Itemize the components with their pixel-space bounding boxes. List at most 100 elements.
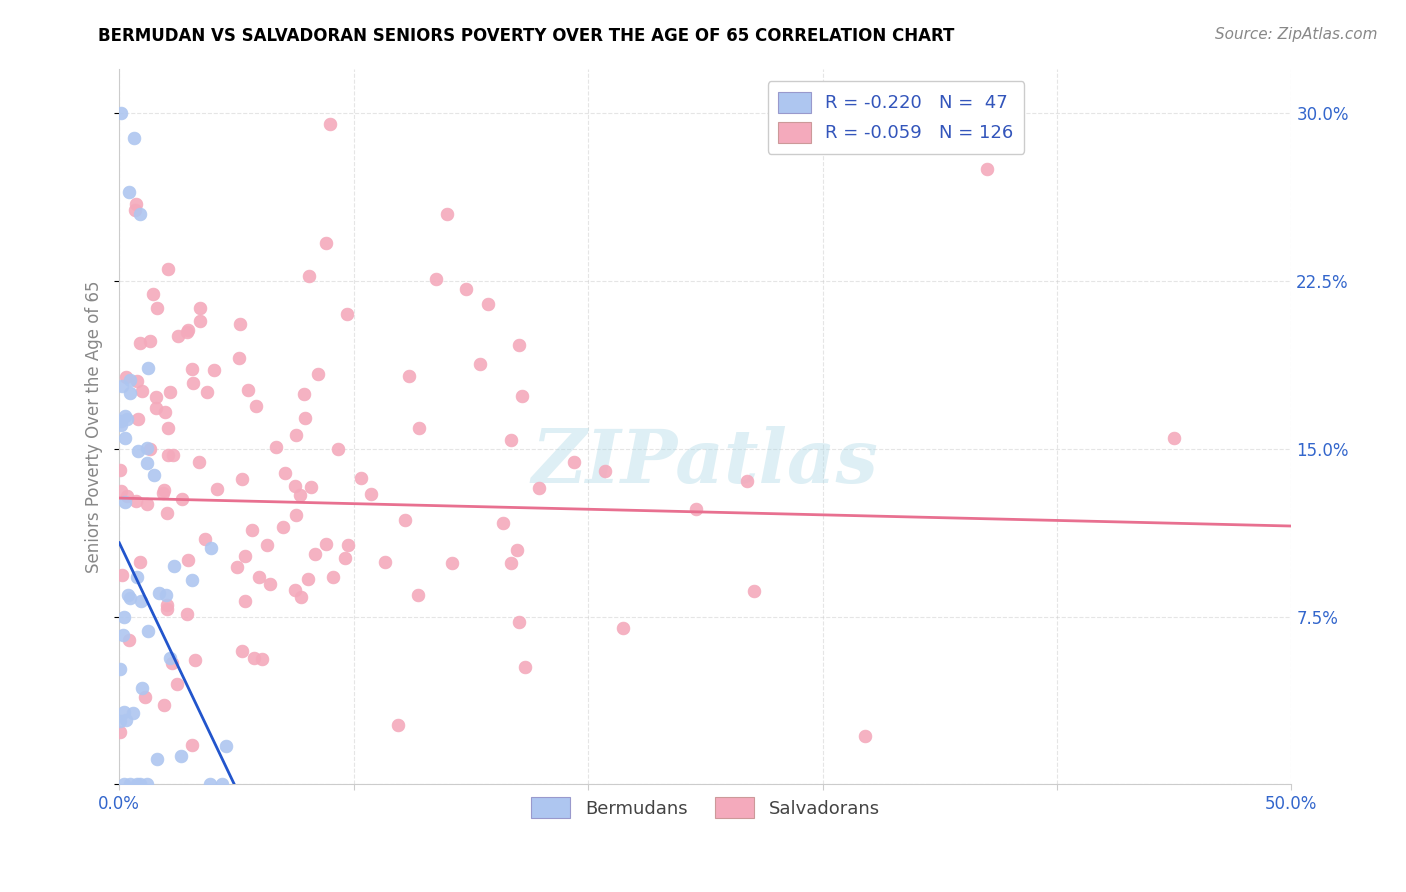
Point <box>125 197 148 211</box>
Point <box>136 456 159 470</box>
Point <box>297 572 319 586</box>
Point <box>143 468 166 483</box>
Point <box>122 706 145 720</box>
Point <box>110 662 132 676</box>
Point <box>299 480 322 494</box>
Point <box>394 513 416 527</box>
Point <box>499 433 522 447</box>
Point <box>139 334 162 349</box>
Point <box>177 552 200 566</box>
Point <box>328 442 350 457</box>
Point <box>159 384 181 399</box>
Point <box>127 412 149 426</box>
Point <box>167 328 190 343</box>
Point <box>236 383 259 397</box>
Point <box>315 236 337 251</box>
Point <box>160 656 183 670</box>
Point <box>110 463 132 477</box>
Point <box>408 420 430 434</box>
Point <box>501 556 523 570</box>
Point <box>157 420 180 434</box>
Point <box>156 598 179 612</box>
Text: ZIPatlas: ZIPatlas <box>531 426 879 499</box>
Point <box>114 705 136 719</box>
Point <box>315 537 337 551</box>
Point <box>181 739 204 753</box>
Point <box>177 323 200 337</box>
Point <box>304 547 326 561</box>
Legend: Bermudans, Salvadorans: Bermudans, Salvadorans <box>523 790 887 825</box>
Point <box>188 301 211 315</box>
Point <box>156 602 179 616</box>
Point <box>284 508 307 523</box>
Point <box>336 307 359 321</box>
Point <box>127 444 149 458</box>
Point <box>271 520 294 534</box>
Point <box>231 644 253 658</box>
Point <box>744 583 766 598</box>
Point <box>125 375 148 389</box>
Point <box>115 489 138 503</box>
Point <box>115 369 138 384</box>
Point <box>131 681 153 695</box>
Point <box>322 570 344 584</box>
Point <box>425 272 447 286</box>
Point <box>319 118 342 132</box>
Point <box>593 464 616 478</box>
Point <box>685 502 707 516</box>
Point <box>152 485 174 500</box>
Point <box>284 479 307 493</box>
Point <box>290 591 312 605</box>
Point <box>180 361 202 376</box>
Point <box>117 633 139 648</box>
Point <box>562 455 585 469</box>
Point <box>294 411 316 425</box>
Point <box>146 752 169 766</box>
Point <box>284 427 307 442</box>
Point <box>231 472 253 486</box>
Point <box>129 777 152 791</box>
Point <box>187 455 209 469</box>
Point <box>215 739 238 753</box>
Point <box>195 385 218 400</box>
Point <box>508 338 530 352</box>
Point <box>374 555 396 569</box>
Point <box>202 363 225 377</box>
Point <box>110 414 132 428</box>
Point <box>292 386 315 401</box>
Point <box>513 660 536 674</box>
Point <box>169 748 191 763</box>
Point <box>111 379 134 393</box>
Point <box>176 325 198 339</box>
Point <box>506 542 529 557</box>
Point <box>349 471 371 485</box>
Point <box>612 621 634 635</box>
Point <box>112 609 135 624</box>
Point <box>125 777 148 791</box>
Point <box>228 351 250 365</box>
Point <box>115 713 138 727</box>
Point <box>510 389 533 403</box>
Point <box>110 418 132 433</box>
Point <box>273 467 295 481</box>
Point <box>114 409 136 423</box>
Point <box>200 541 222 556</box>
Point <box>194 533 217 547</box>
Point <box>156 261 179 276</box>
Point <box>129 207 152 221</box>
Point <box>129 335 152 350</box>
Point <box>454 282 477 296</box>
Point <box>142 287 165 301</box>
Point <box>162 448 184 462</box>
Point <box>131 384 153 399</box>
Point <box>129 594 152 608</box>
Point <box>198 777 221 791</box>
Point <box>120 591 142 606</box>
Point <box>229 317 252 331</box>
Point <box>1163 431 1185 445</box>
Point <box>288 488 311 502</box>
Point <box>508 615 530 630</box>
Point <box>226 559 249 574</box>
Point <box>124 202 146 217</box>
Point <box>108 714 131 729</box>
